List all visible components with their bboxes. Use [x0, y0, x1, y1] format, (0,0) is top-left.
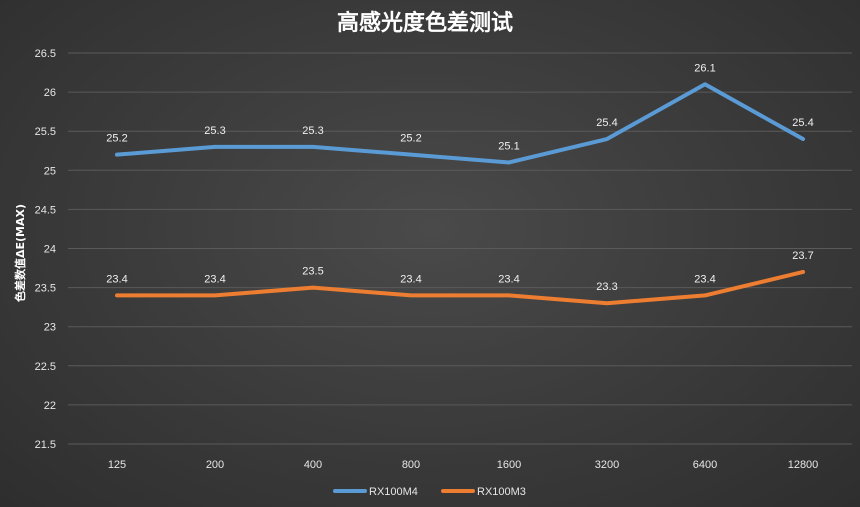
data-point	[703, 82, 707, 86]
data-label: 25.3	[302, 125, 323, 137]
x-tick-label: 800	[402, 459, 420, 471]
data-label: 23.7	[792, 250, 813, 262]
data-label: 23.4	[204, 273, 225, 285]
series-line-rx100m3	[115, 269, 805, 306]
data-point	[115, 293, 119, 297]
data-point	[409, 293, 413, 297]
data-label: 25.2	[400, 133, 421, 145]
series-lines	[115, 82, 805, 306]
x-tick-label: 3200	[595, 459, 619, 471]
data-label: 26.1	[694, 62, 715, 74]
data-label: 23.4	[694, 273, 715, 285]
data-point	[801, 270, 805, 274]
x-tick-label: 400	[304, 459, 322, 471]
data-point	[311, 145, 315, 149]
data-point	[213, 293, 217, 297]
legend: RX100M4 RX100M3	[333, 486, 526, 498]
y-tick-label: 26.5	[35, 48, 56, 60]
x-axis-ticks: 125 200 400 800 1600 3200 6400 12800	[108, 459, 818, 471]
data-label: 23.3	[596, 281, 617, 293]
data-label: 25.4	[596, 117, 617, 129]
data-point	[311, 286, 315, 290]
y-tick-label: 26	[44, 87, 56, 99]
data-label: 25.4	[792, 117, 813, 129]
y-tick-label: 21.5	[35, 439, 56, 451]
y-tick-label: 22	[44, 400, 56, 412]
x-tick-label: 125	[108, 459, 126, 471]
data-point	[409, 153, 413, 157]
y-axis-ticks: 21.5 22 22.5 23 23.5 24 24.5 25 25.5 26 26.5	[35, 48, 56, 451]
data-point	[213, 145, 217, 149]
legend-label: RX100M4	[369, 486, 418, 498]
chart-title: 高感光度色差测试	[337, 10, 513, 36]
data-point	[115, 153, 119, 157]
data-point	[507, 160, 511, 164]
data-label: 25.3	[204, 125, 225, 137]
x-tick-label: 200	[206, 459, 224, 471]
y-tick-label: 23	[44, 322, 56, 334]
y-tick-label: 24.5	[35, 204, 56, 216]
data-label: 25.1	[498, 140, 519, 152]
y-tick-label: 22.5	[35, 361, 56, 373]
x-tick-label: 6400	[693, 459, 717, 471]
y-tick-label: 25.5	[35, 126, 56, 138]
y-tick-label: 23.5	[35, 283, 56, 295]
gridlines	[68, 52, 852, 445]
y-tick-label: 25	[44, 165, 56, 177]
series-line-rx100m4	[115, 82, 805, 165]
x-tick-label: 12800	[788, 459, 819, 471]
data-label: 25.2	[106, 133, 127, 145]
y-tick-label: 24	[44, 244, 56, 256]
data-label: 23.4	[106, 273, 127, 285]
data-label: 23.5	[302, 266, 323, 278]
data-labels: 25.2 25.3 25.3 25.2 25.1 25.4 26.1 25.4 23.4 23.4…	[106, 62, 813, 293]
data-point	[605, 137, 609, 141]
data-label: 23.4	[498, 273, 519, 285]
data-label: 23.4	[400, 273, 421, 285]
data-point	[605, 301, 609, 305]
y-axis-label: 色差数值ΔE(MAX)	[13, 204, 27, 302]
data-point	[507, 293, 511, 297]
x-tick-label: 1600	[497, 459, 521, 471]
data-point	[801, 137, 805, 141]
data-point	[703, 293, 707, 297]
legend-label: RX100M3	[477, 486, 526, 498]
